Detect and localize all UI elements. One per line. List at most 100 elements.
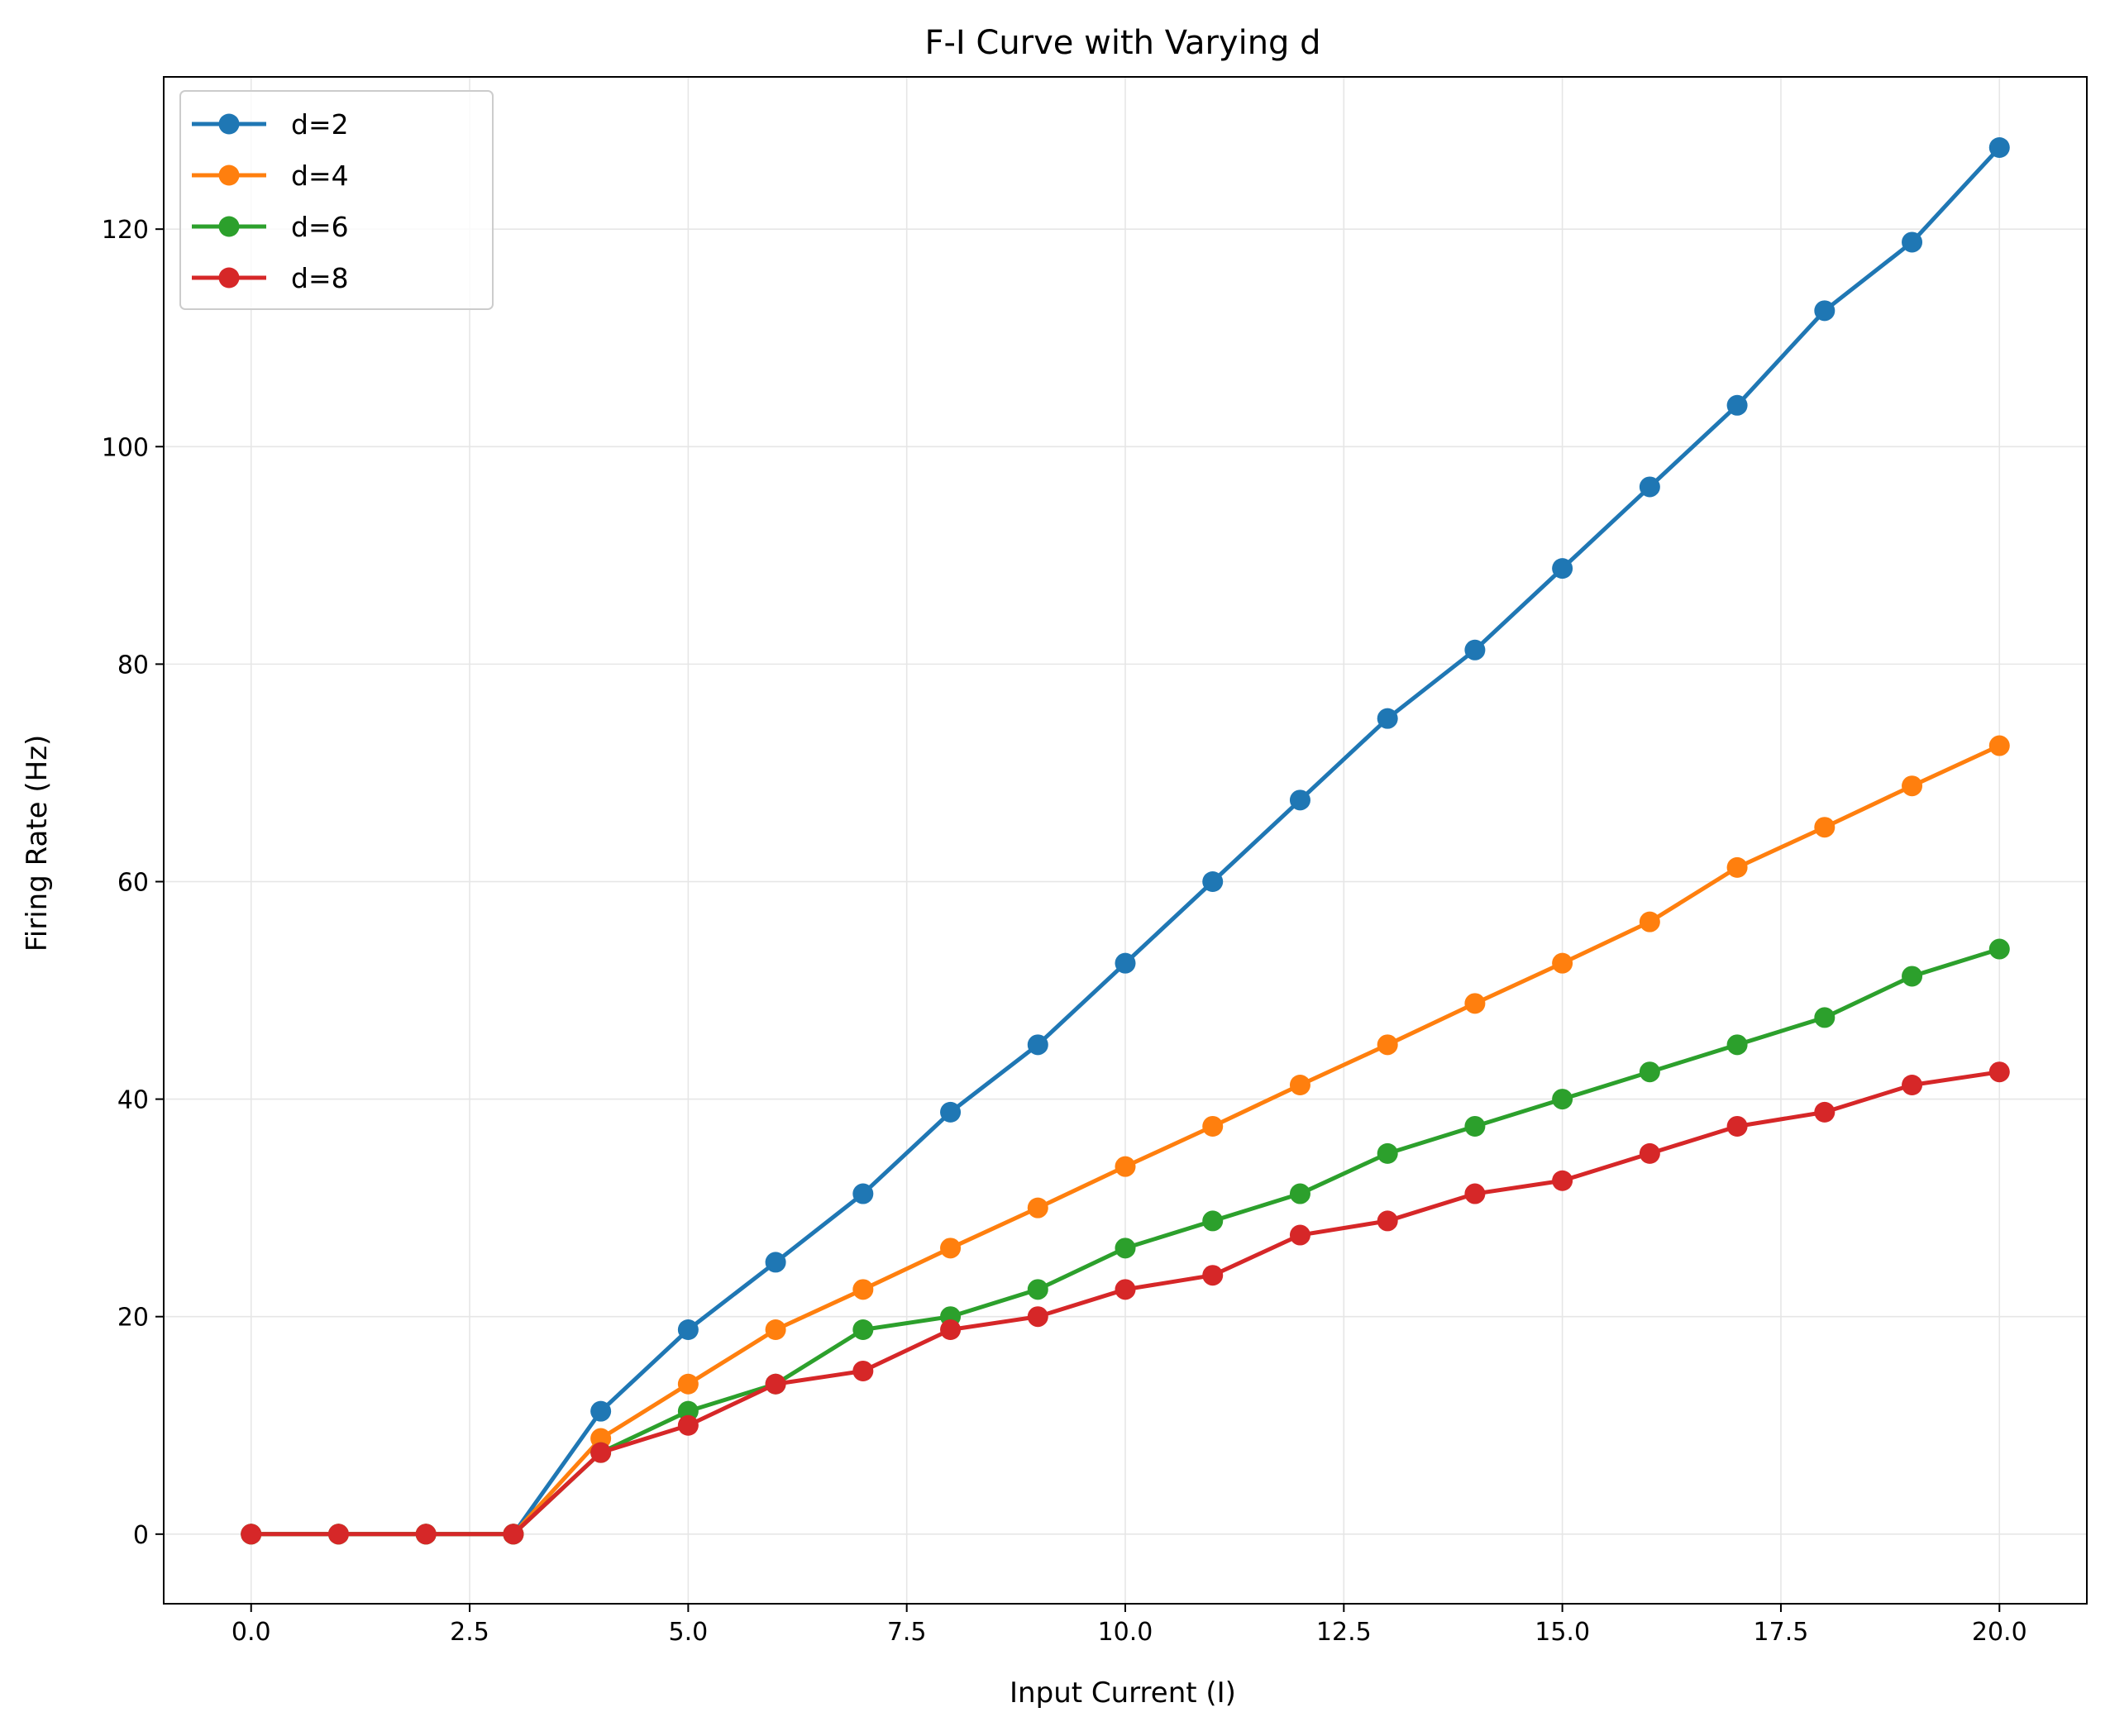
y-axis-label: Firing Rate (Hz) <box>21 735 54 952</box>
data-point <box>1726 1115 1748 1137</box>
legend-label: d=2 <box>291 108 349 141</box>
x-tick-label: 17.5 <box>1754 1618 1809 1647</box>
y-tick-label: 120 <box>102 216 149 245</box>
x-tick-label: 7.5 <box>887 1618 927 1647</box>
y-tick-label: 20 <box>117 1304 149 1333</box>
data-point <box>1202 1115 1224 1137</box>
data-point <box>1988 137 2010 159</box>
series-layer <box>241 137 2010 1545</box>
legend-label: d=4 <box>291 160 349 192</box>
x-tick-label: 15.0 <box>1535 1618 1590 1647</box>
data-point <box>1902 966 1923 987</box>
x-tick-label: 12.5 <box>1316 1618 1372 1647</box>
legend-marker <box>218 267 240 289</box>
y-tick-label: 60 <box>117 868 149 897</box>
data-point <box>1988 1061 2010 1083</box>
data-point <box>1377 1034 1398 1056</box>
legend-box <box>179 90 494 310</box>
data-point <box>1988 938 2010 960</box>
x-tick-label: 20.0 <box>1972 1618 2027 1647</box>
data-point <box>765 1252 786 1273</box>
data-point <box>677 1373 699 1395</box>
data-point <box>677 1319 699 1340</box>
x-tick-label: 10.0 <box>1098 1618 1153 1647</box>
legend-item: d=2 <box>192 108 349 141</box>
data-point <box>1552 558 1573 579</box>
x-tick-label: 2.5 <box>450 1618 489 1647</box>
data-point <box>677 1400 699 1422</box>
data-point <box>1902 775 1923 797</box>
data-point <box>1115 952 1136 974</box>
data-point <box>1289 789 1310 811</box>
x-tick-label: 0.0 <box>232 1618 271 1647</box>
data-point <box>852 1360 874 1381</box>
data-point <box>1377 1210 1398 1232</box>
data-point <box>1289 1224 1310 1246</box>
legend-marker <box>218 216 240 237</box>
series-d=8 <box>241 1061 2010 1545</box>
y-tick-label: 100 <box>102 433 149 462</box>
y-axis-ticks: 0 20 40 60 80 100 120 <box>102 216 164 1550</box>
data-point <box>1464 639 1486 661</box>
data-point <box>1726 856 1748 878</box>
data-point <box>1988 735 2010 756</box>
data-point <box>1464 1115 1486 1137</box>
data-point <box>1202 1210 1224 1232</box>
data-point <box>1814 300 1836 322</box>
data-point <box>1639 476 1660 498</box>
data-point <box>1027 1306 1048 1328</box>
data-point <box>590 1400 612 1422</box>
data-point <box>503 1524 524 1545</box>
data-point <box>940 1101 962 1123</box>
data-point <box>1552 952 1573 974</box>
x-axis-ticks: 0.0 2.5 5.0 7.5 10.0 12.5 15.0 17.5 20.0 <box>232 1604 2027 1647</box>
data-point <box>940 1319 962 1340</box>
data-point <box>852 1279 874 1300</box>
data-point <box>1726 1034 1748 1056</box>
data-point <box>590 1442 612 1463</box>
data-point <box>1377 708 1398 729</box>
data-point <box>1115 1279 1136 1300</box>
data-point <box>852 1319 874 1340</box>
data-point <box>1464 1183 1486 1204</box>
data-point <box>1115 1238 1136 1259</box>
data-point <box>1464 993 1486 1014</box>
legend: d=2 d=4 d=6 d=8 <box>179 90 494 310</box>
grid <box>164 77 2087 1604</box>
chart-title: F-I Curve with Varying d <box>924 24 1320 62</box>
y-tick-label: 40 <box>117 1086 149 1115</box>
data-point <box>1289 1074 1310 1095</box>
data-point <box>677 1414 699 1436</box>
data-point <box>327 1524 349 1545</box>
data-point <box>1639 1061 1660 1083</box>
legend-item: d=6 <box>192 211 349 243</box>
data-point <box>852 1183 874 1204</box>
data-point <box>1377 1142 1398 1164</box>
data-point <box>1115 1156 1136 1177</box>
data-point <box>1639 1142 1660 1164</box>
data-point <box>1027 1279 1048 1300</box>
data-point <box>1726 394 1748 416</box>
legend-item: d=4 <box>192 160 349 192</box>
legend-item: d=8 <box>192 262 349 294</box>
data-point <box>1639 911 1660 932</box>
data-point <box>1814 817 1836 838</box>
data-point <box>1902 231 1923 253</box>
data-point <box>1202 870 1224 892</box>
data-point <box>1552 1170 1573 1191</box>
data-point <box>415 1524 437 1545</box>
legend-label: d=6 <box>291 211 349 243</box>
legend-label: d=8 <box>291 262 349 294</box>
legend-marker <box>218 113 240 135</box>
y-tick-label: 80 <box>117 651 149 680</box>
data-point <box>940 1238 962 1259</box>
data-point <box>1202 1265 1224 1286</box>
data-point <box>1902 1074 1923 1095</box>
data-point <box>1814 1101 1836 1123</box>
data-point <box>1814 1007 1836 1028</box>
legend-marker <box>218 165 240 186</box>
data-point <box>765 1373 786 1395</box>
plot-frame <box>163 76 2088 1605</box>
x-axis-label: Input Current (I) <box>1010 1676 1236 1710</box>
